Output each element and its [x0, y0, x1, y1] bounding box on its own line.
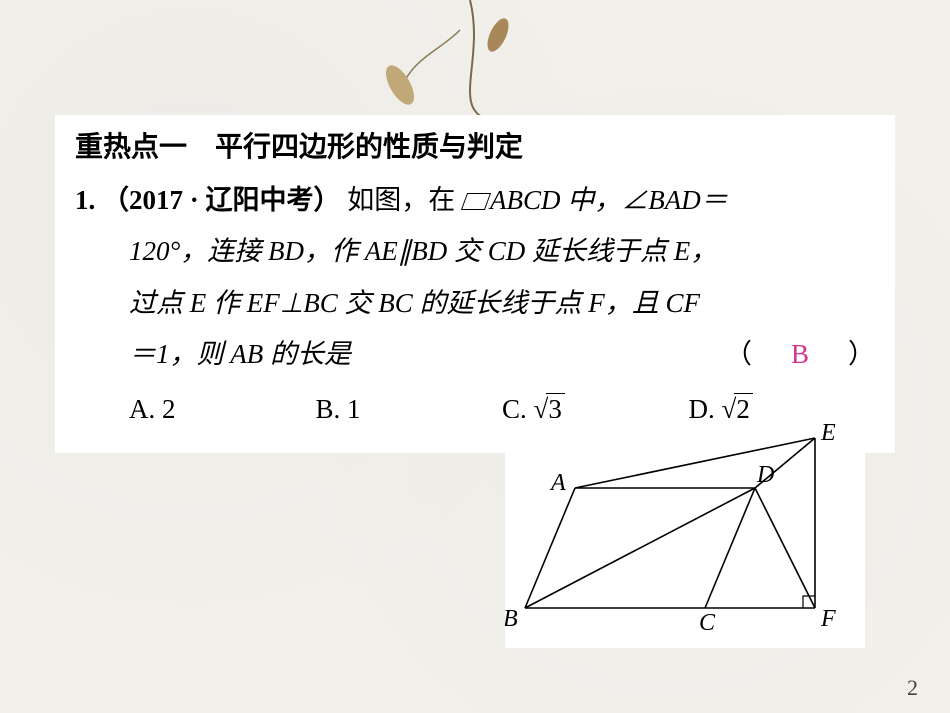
- problem-source: （2017 · 辽阳中考）: [102, 185, 341, 215]
- slide-page: 重热点一 平行四边形的性质与判定 1. （2017 · 辽阳中考） 如图，在 A…: [0, 0, 950, 713]
- problem-text-4: ＝1，则 AB 的长是: [129, 329, 725, 380]
- problem-body: 1. （2017 · 辽阳中考） 如图，在 ABCD 中，∠BAD＝ 120°，…: [75, 175, 875, 435]
- problem-text-1b: ABCD 中，∠BAD＝: [490, 185, 728, 215]
- svg-text:B: B: [505, 606, 518, 632]
- answer-paren-close: ）: [821, 329, 875, 380]
- problem-text-3: 过点 E 作 EF⊥BC 交 BC 的延长线于点 F，且 CF: [75, 278, 875, 329]
- problem-text-2: 120°，连接 BD，作 AE∥BD 交 CD 延长线于点 E，: [75, 226, 875, 277]
- parallelogram-icon: [461, 193, 491, 210]
- option-B: B. 1: [316, 384, 503, 435]
- problem-card: 重热点一 平行四边形的性质与判定 1. （2017 · 辽阳中考） 如图，在 A…: [55, 115, 895, 453]
- page-number: 2: [907, 675, 918, 701]
- svg-text:F: F: [820, 606, 836, 632]
- geometry-figure: A B C D E F: [505, 418, 865, 648]
- svg-text:C: C: [699, 610, 716, 636]
- svg-text:E: E: [820, 420, 836, 446]
- problem-number: 1.: [75, 185, 95, 215]
- problem-text-1a: 如图，在: [347, 185, 455, 215]
- topic-heading: 重热点一 平行四边形的性质与判定: [75, 125, 875, 165]
- answer-letter: B: [779, 329, 821, 380]
- answer-paren-open: （: [725, 329, 779, 380]
- svg-text:D: D: [756, 462, 774, 488]
- option-A: A. 2: [129, 384, 316, 435]
- svg-text:A: A: [549, 470, 566, 496]
